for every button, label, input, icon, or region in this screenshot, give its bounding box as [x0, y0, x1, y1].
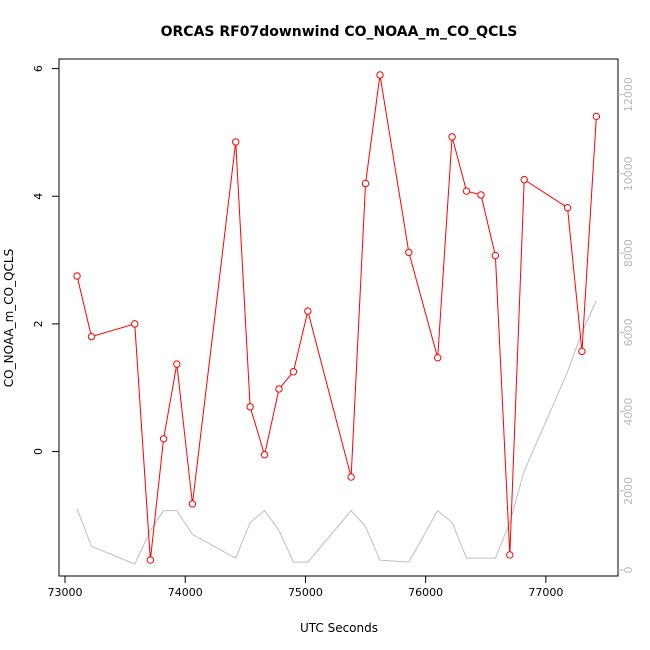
data-point — [578, 347, 586, 356]
data-point — [347, 473, 355, 481]
data-point — [520, 175, 528, 184]
y-tick-label: 0 — [32, 448, 45, 455]
y-tick-label: 6 — [32, 65, 45, 72]
data-point — [563, 204, 572, 212]
data-point — [73, 272, 81, 280]
y-tick-label: 4 — [32, 193, 45, 200]
data-point — [289, 368, 298, 376]
data-point — [361, 179, 370, 188]
data-point — [173, 360, 181, 368]
series-line-secondary — [76, 300, 597, 565]
x-tick-label: 75000 — [288, 586, 323, 599]
data-point — [188, 500, 197, 508]
data-point — [433, 354, 442, 362]
y2-tick-label: 8000 — [622, 239, 635, 267]
series-line-primary — [76, 74, 597, 561]
plot-layer: 73000 74000 75000 76000 77000 0 2 4 6 0 2000 4000 60… — [32, 58, 635, 599]
data-point — [304, 307, 312, 315]
data-point — [131, 320, 139, 328]
data-point — [491, 251, 500, 260]
x-axis-label: UTC Seconds — [300, 621, 378, 635]
data-point — [405, 248, 413, 257]
y2-tick-label: 2000 — [622, 477, 635, 505]
data-point — [87, 332, 96, 341]
data-point — [159, 435, 168, 443]
y2-tick-label: 6000 — [622, 318, 635, 346]
y-tick-label: 2 — [32, 320, 45, 327]
x-tick-label: 76000 — [408, 586, 443, 599]
data-point — [462, 187, 471, 195]
data-point — [232, 138, 240, 146]
chart-title: ORCAS RF07downwind CO_NOAA_m_CO_QCLS — [161, 24, 518, 40]
data-point — [448, 133, 456, 141]
x-tick-label: 77000 — [528, 586, 563, 599]
data-point — [275, 385, 283, 393]
x-tick-label: 74000 — [168, 586, 203, 599]
data-point — [246, 403, 254, 411]
y2-tick-label: 0 — [622, 567, 635, 574]
y2-tick-label: 4000 — [622, 398, 635, 426]
data-point — [376, 71, 384, 79]
plot-frame — [58, 58, 619, 577]
y2-tick-label: 10000 — [622, 156, 635, 191]
y2-tick-label: 12000 — [622, 77, 635, 112]
x-tick-label: 73000 — [48, 586, 83, 599]
data-point — [260, 451, 269, 459]
data-point — [477, 191, 485, 199]
data-point — [506, 551, 514, 559]
data-point — [146, 556, 155, 564]
data-point — [592, 112, 601, 121]
y-axis-label: CO_NOAA_m_CO_QCLS — [2, 249, 16, 387]
